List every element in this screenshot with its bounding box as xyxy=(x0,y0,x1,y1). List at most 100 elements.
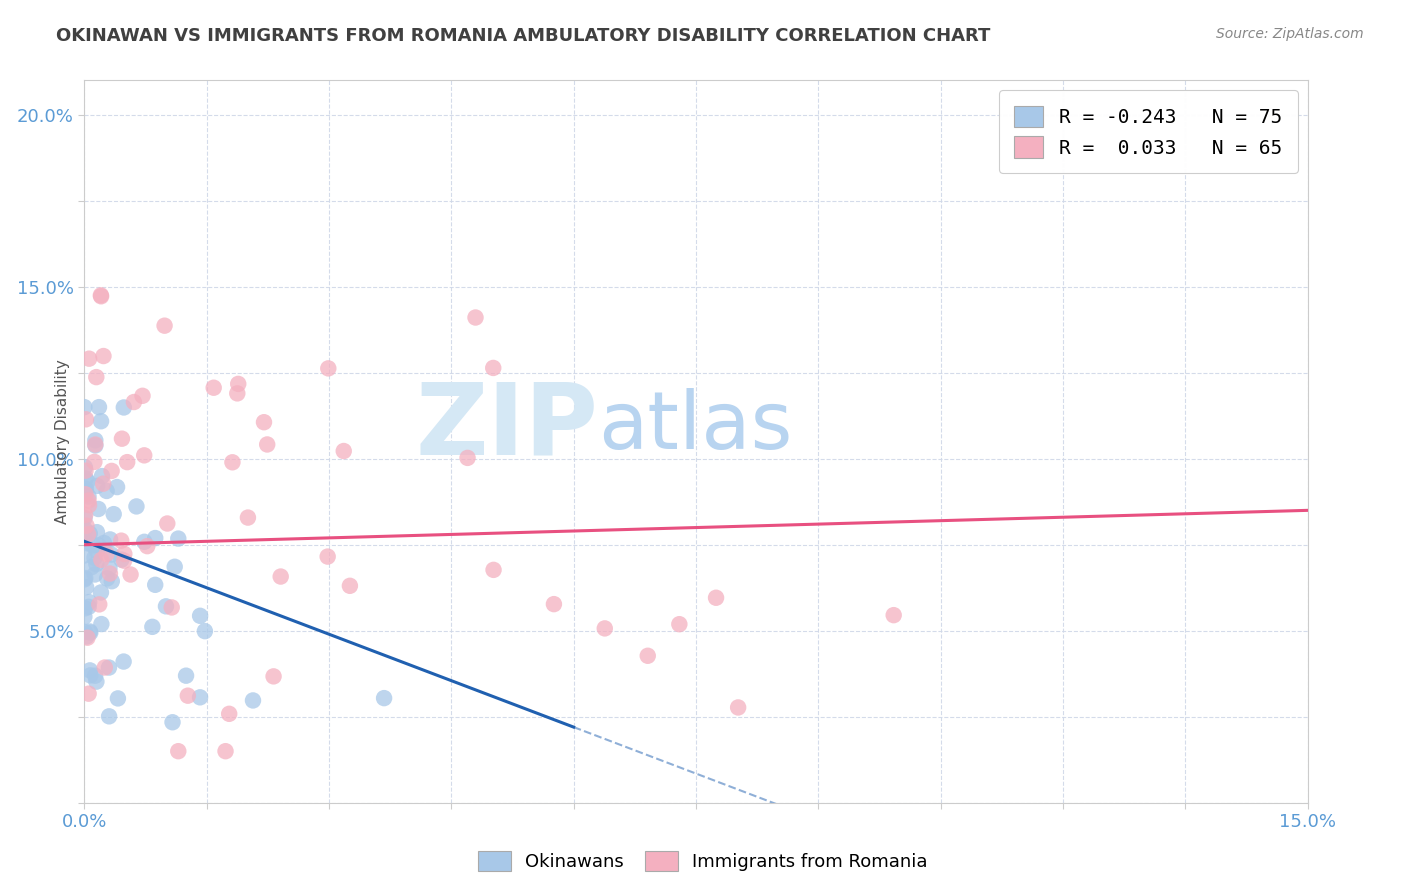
Point xyxy=(96,483,118,498)
Point xyxy=(75,571,97,585)
Point xyxy=(214,744,236,758)
Point xyxy=(75,482,97,496)
Point xyxy=(153,318,176,333)
Point xyxy=(143,578,166,592)
Point xyxy=(98,709,121,723)
Point xyxy=(76,631,98,645)
Point xyxy=(87,538,110,552)
Point xyxy=(457,450,479,465)
Point xyxy=(93,349,115,363)
Point xyxy=(111,432,134,446)
Point xyxy=(75,508,97,522)
Point xyxy=(202,381,225,395)
Point xyxy=(83,455,105,469)
Point xyxy=(134,534,156,549)
Point xyxy=(100,464,122,478)
Text: OKINAWAN VS IMMIGRANTS FROM ROMANIA AMBULATORY DISABILITY CORRELATION CHART: OKINAWAN VS IMMIGRANTS FROM ROMANIA AMBU… xyxy=(56,27,991,45)
Point xyxy=(727,700,749,714)
Legend: R = -0.243   N = 75, R =  0.033   N = 65: R = -0.243 N = 75, R = 0.033 N = 65 xyxy=(998,90,1298,173)
Point xyxy=(77,493,100,508)
Point xyxy=(332,444,354,458)
Text: atlas: atlas xyxy=(598,388,793,467)
Point xyxy=(73,522,96,536)
Point xyxy=(162,715,184,730)
Point xyxy=(94,660,117,674)
Point xyxy=(143,531,166,545)
Point xyxy=(86,557,108,571)
Point xyxy=(194,624,217,639)
Point xyxy=(188,690,211,705)
Point xyxy=(134,448,156,462)
Point xyxy=(93,536,115,550)
Point xyxy=(79,664,101,678)
Point xyxy=(218,706,240,721)
Point xyxy=(593,621,616,635)
Point xyxy=(75,533,97,548)
Point xyxy=(77,687,100,701)
Point xyxy=(77,599,100,614)
Point xyxy=(73,573,96,587)
Point xyxy=(73,624,96,639)
Point xyxy=(89,598,111,612)
Point xyxy=(84,438,107,452)
Point xyxy=(79,624,101,639)
Point xyxy=(73,601,96,615)
Point xyxy=(98,660,121,674)
Point xyxy=(90,289,112,303)
Point xyxy=(77,527,100,541)
Point xyxy=(76,630,98,644)
Point xyxy=(107,691,129,706)
Point xyxy=(73,400,96,414)
Point xyxy=(704,591,727,605)
Point xyxy=(103,507,125,521)
Point xyxy=(156,516,179,531)
Point xyxy=(73,549,96,563)
Point xyxy=(221,455,243,469)
Point xyxy=(110,552,132,566)
Point xyxy=(155,599,177,614)
Point xyxy=(110,533,132,548)
Legend: Okinawans, Immigrants from Romania: Okinawans, Immigrants from Romania xyxy=(471,844,935,879)
Point xyxy=(79,625,101,640)
Point xyxy=(77,351,100,366)
Point xyxy=(76,518,98,533)
Point xyxy=(91,469,114,483)
Point xyxy=(253,415,276,429)
Point xyxy=(98,533,121,547)
Point xyxy=(316,549,339,564)
Point xyxy=(100,548,122,562)
Point xyxy=(242,693,264,707)
Point xyxy=(141,620,163,634)
Point xyxy=(482,360,505,375)
Point xyxy=(236,510,259,524)
Point xyxy=(226,386,249,401)
Point xyxy=(75,580,97,594)
Point xyxy=(120,567,142,582)
Point xyxy=(87,502,110,516)
Point xyxy=(83,550,105,565)
Point xyxy=(86,370,108,384)
Point xyxy=(79,668,101,682)
Point xyxy=(339,579,361,593)
Point xyxy=(75,487,97,501)
Point xyxy=(76,475,98,489)
Point xyxy=(75,472,97,486)
Point xyxy=(96,571,118,585)
Point xyxy=(105,480,128,494)
Point xyxy=(112,401,135,415)
Point xyxy=(98,561,121,575)
Point xyxy=(75,412,97,426)
Point xyxy=(167,744,190,758)
Point xyxy=(82,538,104,552)
Point xyxy=(637,648,659,663)
Point xyxy=(90,553,112,567)
Point xyxy=(73,511,96,525)
Point xyxy=(86,543,108,558)
Point xyxy=(91,476,114,491)
Text: ZIP: ZIP xyxy=(415,378,598,475)
Point xyxy=(136,539,159,553)
Point xyxy=(163,559,186,574)
Point xyxy=(84,434,107,448)
Point xyxy=(98,566,121,581)
Point xyxy=(77,490,100,504)
